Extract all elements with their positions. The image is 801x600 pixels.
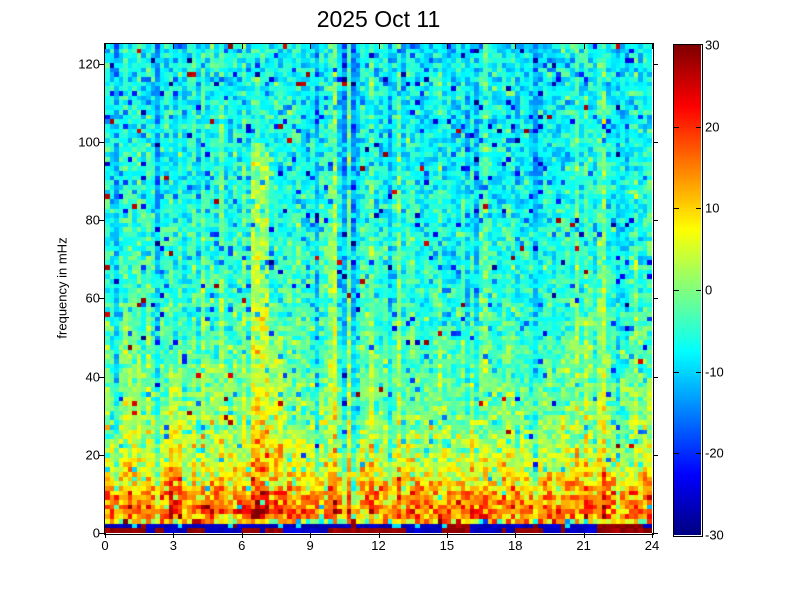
x-tick-label: 9 xyxy=(306,538,314,553)
x-tick-label: 15 xyxy=(439,538,455,553)
x-tick-label: 21 xyxy=(576,538,591,553)
y-tick-mark xyxy=(99,298,104,300)
x-tick-mark xyxy=(310,533,312,538)
x-tick-label: 24 xyxy=(644,538,660,553)
x-tick-mark-top xyxy=(583,44,585,49)
x-tick-mark xyxy=(652,533,653,538)
colorbar-tick-label: 0 xyxy=(705,282,713,298)
y-tick-mark-right xyxy=(653,220,658,222)
colorbar-tick-mark-right xyxy=(696,126,701,128)
y-tick-mark-right xyxy=(653,454,658,456)
colorbar-tick-label: 30 xyxy=(705,37,720,53)
y-tick-mark xyxy=(99,454,104,456)
y-tick-label: 100 xyxy=(78,134,100,150)
colorbar-tick-mark xyxy=(674,453,679,455)
x-tick-mark-top xyxy=(173,44,175,49)
colorbar-tick-mark-right xyxy=(696,371,701,373)
x-tick-label: 6 xyxy=(238,538,246,553)
x-tick-mark-top xyxy=(446,44,448,49)
x-tick-mark xyxy=(378,533,380,538)
x-tick-mark xyxy=(173,533,175,538)
y-tick-mark xyxy=(99,533,104,534)
y-tick-mark xyxy=(99,220,104,222)
x-tick-mark-top xyxy=(105,44,106,49)
x-tick-mark xyxy=(105,533,106,538)
colorbar-tick-mark xyxy=(674,208,679,210)
x-tick-mark-top xyxy=(310,44,312,49)
colorbar-tick-label: -30 xyxy=(705,527,724,543)
colorbar-tick-label: -20 xyxy=(705,445,724,461)
y-tick-mark-right xyxy=(653,298,658,300)
x-tick-mark-top xyxy=(378,44,380,49)
y-tick-mark xyxy=(99,376,104,378)
y-tick-mark-right xyxy=(653,533,658,534)
y-tick-label: 40 xyxy=(85,369,100,385)
page-title: 2025 Oct 11 xyxy=(316,6,441,32)
colorbar-tick-mark-right xyxy=(696,290,701,291)
colorbar-tick-mark xyxy=(674,126,679,128)
colorbar-tick-label: 20 xyxy=(705,119,720,135)
x-tick-mark xyxy=(515,533,517,538)
y-tick-label: 120 xyxy=(78,56,100,72)
x-tick-label: 18 xyxy=(508,538,523,553)
spectrogram-heatmap-canvas xyxy=(105,44,652,533)
x-tick-mark xyxy=(241,533,243,538)
x-tick-mark-top xyxy=(652,44,653,49)
y-tick-mark xyxy=(99,63,104,65)
y-axis-label: frequency in mHz xyxy=(54,237,70,339)
y-tick-mark xyxy=(99,141,104,143)
y-tick-label: 20 xyxy=(85,447,100,463)
x-tick-mark xyxy=(446,533,448,538)
y-tick-mark-right xyxy=(653,63,658,65)
colorbar-tick-label: -10 xyxy=(705,364,724,380)
y-tick-label: 0 xyxy=(92,525,100,541)
y-tick-mark-right xyxy=(653,141,658,143)
colorbar-tick-mark xyxy=(674,290,679,291)
y-tick-label: 80 xyxy=(85,212,100,228)
colorbar-tick-mark xyxy=(674,371,679,373)
colorbar-tick-label: 10 xyxy=(705,200,720,216)
x-tick-mark-top xyxy=(241,44,243,49)
colorbar-tick-mark-right xyxy=(696,208,701,210)
y-tick-mark-right xyxy=(653,376,658,378)
x-tick-label: 0 xyxy=(101,538,109,553)
x-tick-mark-top xyxy=(515,44,517,49)
x-tick-label: 12 xyxy=(371,538,386,553)
y-tick-label: 60 xyxy=(85,290,100,306)
colorbar-tick-mark-right xyxy=(696,453,701,455)
x-tick-mark xyxy=(583,533,585,538)
x-tick-label: 3 xyxy=(169,538,177,553)
